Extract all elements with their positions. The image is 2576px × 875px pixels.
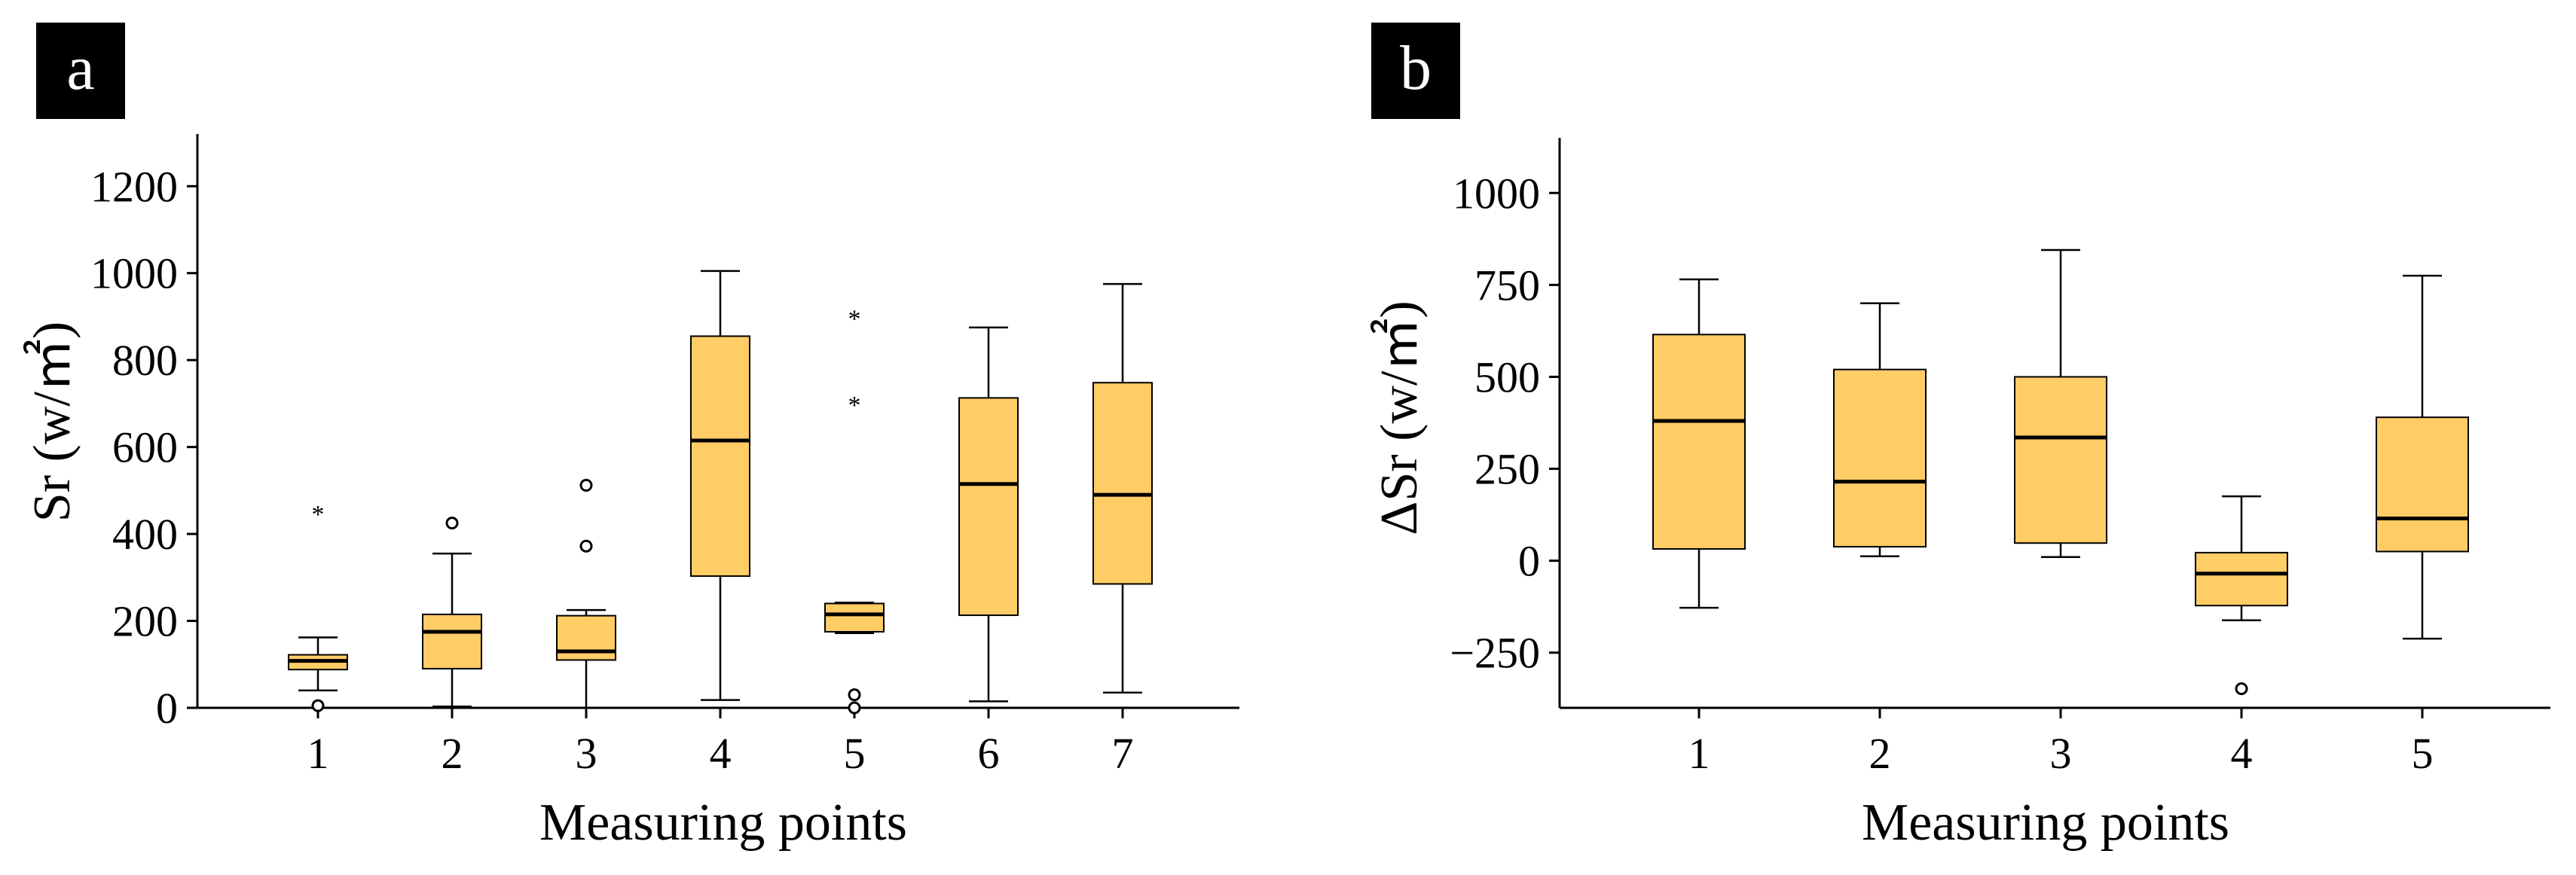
panel-a-y-tick-label: 200 — [112, 597, 178, 646]
panel-b-x-tick-label: 4 — [2231, 729, 2253, 778]
panel-a-box-6: 6 — [958, 326, 1019, 778]
panel-a-outlier-circle — [445, 517, 459, 530]
panel-b-y-tick-label: 250 — [1474, 445, 1540, 494]
panel-a-iqr-box — [422, 613, 482, 670]
panel-a-outlier-circle — [848, 688, 861, 702]
panel-a-box-5: 5 * * — [824, 305, 885, 778]
panel-a-outlier-circle — [848, 701, 861, 715]
panel-a-y-tick-label: 0 — [156, 684, 178, 733]
panel-a-label-bg — [36, 23, 125, 119]
panel-b-iqr-box — [2376, 416, 2469, 553]
panel-a-box-4: 4 — [690, 270, 750, 778]
panel-b-y-tick-label: −250 — [1450, 629, 1540, 678]
panel-a-y-axis-title: Sr (w/㎡) — [23, 322, 81, 522]
panel-b-y-tick-label: 1000 — [1453, 169, 1540, 218]
panel-b-y-axis-title: ΔSr (w/㎡) — [1370, 300, 1429, 535]
panel-b-box-2: 2 — [1833, 302, 1927, 778]
panel-b-y-tick-label: 500 — [1474, 352, 1540, 401]
panel-b-y-tick-label: 0 — [1518, 537, 1540, 586]
panel-a-iqr-box — [958, 397, 1019, 617]
panel-b-box-5: 5 — [2376, 274, 2469, 778]
panel-b-y-tick-label: 750 — [1474, 261, 1540, 309]
panel-a-x-tick-label: 6 — [978, 729, 1000, 778]
panel-a-y-tick-label: 400 — [112, 510, 178, 559]
panel-b-x-tick-label: 2 — [1869, 729, 1891, 778]
panel-a-x-tick-label: 3 — [576, 729, 597, 778]
panel-a-x-tick-label: 5 — [844, 729, 866, 778]
panel-b-x-axis-title: Measuring points — [1862, 794, 2229, 852]
panel-a-outlier-star: * — [848, 305, 861, 333]
plot-b: −250 0 250 500 750 1000 1 2 3 4 5 — [1450, 138, 2550, 778]
panel-b-label-bg — [1371, 23, 1460, 119]
panel-a-outlier-star: * — [848, 392, 861, 419]
panel-a-x-tick-label: 1 — [307, 729, 329, 778]
panel-a-iqr-box — [824, 602, 885, 633]
panel-a-y-tick-label: 600 — [112, 423, 178, 472]
panel-a-outlier-star: * — [312, 501, 325, 529]
panel-b-box-1: 1 — [1652, 278, 1746, 778]
panel-a-x-tick-label: 4 — [710, 729, 732, 778]
panel-a-y-tick-label: 1000 — [90, 249, 178, 298]
panel-b-box-4: 4 — [2195, 495, 2288, 778]
panel-b-iqr-box — [1833, 368, 1927, 548]
panel-a-iqr-box — [556, 614, 616, 661]
panel-a-y-tick-label: 1200 — [90, 162, 178, 211]
panel-b-iqr-box — [1652, 334, 1746, 550]
panel-a-box-7: 7 — [1092, 282, 1153, 778]
panel-a-iqr-box — [1092, 382, 1153, 585]
panel-b-label: b — [1400, 33, 1432, 103]
panel-a-y-tick-label: 800 — [112, 336, 178, 385]
panel-a-x-axis-title: Measuring points — [539, 794, 907, 852]
panel-b-x-tick-label: 1 — [1688, 729, 1710, 778]
panel-a-outlier-circle — [311, 699, 325, 712]
panel-a-x-tick-label: 7 — [1112, 729, 1134, 778]
panel-b-outlier-circle — [2235, 682, 2248, 696]
panel-a-box-2: 2 — [422, 517, 482, 778]
panel-b-x-tick-label: 5 — [2412, 729, 2434, 778]
panel-a-x-tick-label: 2 — [442, 729, 463, 778]
panel-b-iqr-box — [2014, 376, 2107, 544]
panel-a-outlier-circle — [579, 478, 593, 492]
panel-b: b −250 0 250 500 750 1000 1 2 3 4 5 Measuring poin… — [1370, 23, 2550, 852]
panel-a-label: a — [66, 33, 94, 103]
panel-b-x-tick-label: 3 — [2050, 729, 2072, 778]
panel-a-outlier-circle — [579, 539, 593, 553]
panel-b-box-3: 3 — [2014, 248, 2107, 778]
panel-a-box-3: 3 — [556, 478, 616, 778]
panel-a-iqr-box — [690, 335, 750, 578]
panel-b-iqr-box — [2195, 551, 2288, 607]
panel-a-box-1: 1* — [288, 501, 348, 778]
